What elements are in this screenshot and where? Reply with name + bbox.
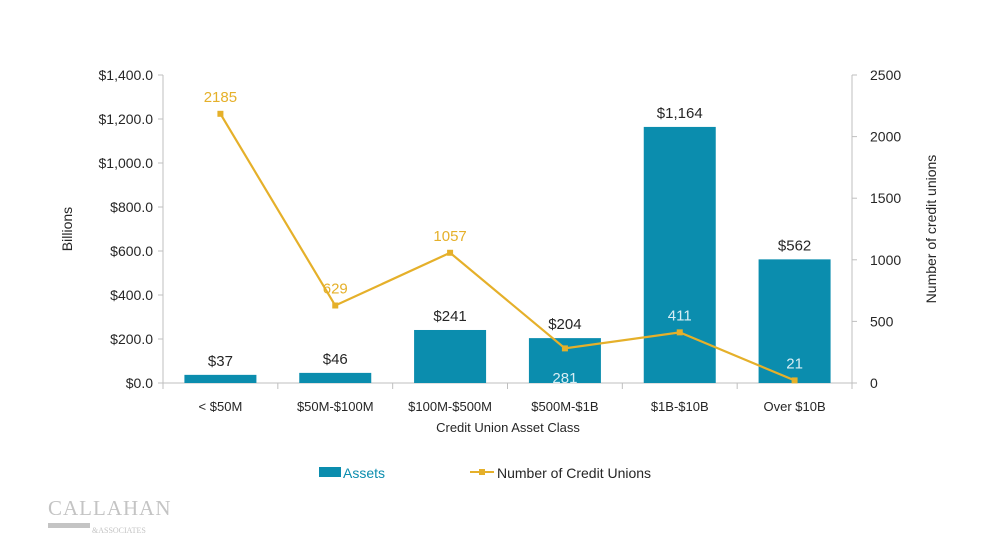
legend-swatch-assets [319, 467, 341, 477]
line-marker [676, 329, 683, 336]
y-tick-label: $1,000.0 [99, 155, 154, 171]
bar-data-label: $37 [208, 353, 233, 370]
bar-data-label: $1,164 [657, 105, 703, 122]
y2-tick-label: 1500 [870, 190, 901, 206]
y-tick-label: $1,200.0 [99, 111, 154, 127]
x-tick-label: $500M-$1B [531, 399, 598, 414]
svg-text:&ASSOCIATES: &ASSOCIATES [92, 526, 146, 535]
x-tick-label: Over $10B [764, 399, 826, 414]
bar-assets [758, 259, 831, 383]
bar-assets [299, 372, 372, 383]
y2-tick-label: 2500 [870, 67, 901, 83]
legend: Assets Number of Credit Unions [319, 465, 651, 481]
svg-text:CALLAHAN: CALLAHAN [48, 496, 172, 520]
line-marker [447, 249, 454, 256]
line-credit-unions [219, 113, 796, 382]
line-marker [217, 110, 224, 117]
bar-data-label: $46 [323, 351, 348, 368]
bar-assets [414, 329, 487, 383]
y-tick-label: $800.0 [110, 199, 153, 215]
line-data-label: 21 [786, 355, 803, 372]
x-tick-label: $100M-$500M [408, 399, 492, 414]
line-data-label: 1057 [433, 228, 466, 245]
line-data-label: 411 [668, 307, 692, 324]
line-data-label: 281 [552, 370, 577, 387]
line-marker [332, 302, 339, 309]
bar-assets [184, 374, 257, 383]
legend-marker-line [479, 469, 485, 475]
y2-tick-label: 500 [870, 313, 894, 329]
y-tick-label: $1,400.0 [99, 67, 154, 83]
line-marker [561, 345, 568, 352]
y-axis-label: Billions [59, 207, 75, 251]
x-tick-label: < $50M [199, 399, 243, 414]
legend-label-assets: Assets [343, 465, 385, 481]
bar-data-label: $204 [548, 316, 581, 333]
x-axis-label: Credit Union Asset Class [436, 420, 580, 435]
y2-tick-label: 1000 [870, 252, 901, 268]
y2-tick-label: 2000 [870, 129, 901, 145]
bar-data-label: $562 [778, 237, 811, 254]
y-tick-label: $400.0 [110, 287, 153, 303]
y-tick-label: $600.0 [110, 243, 153, 259]
y-tick-label: $0.0 [126, 375, 153, 391]
line-data-label: 629 [323, 281, 348, 298]
callahan-logo: CALLAHAN &ASSOCIATES [48, 496, 172, 535]
bar-data-label: $241 [433, 308, 466, 325]
legend-label-credit-unions: Number of Credit Unions [497, 465, 651, 481]
y2-axis-label: Number of credit unions [923, 155, 939, 304]
x-tick-label: $50M-$100M [297, 399, 374, 414]
line-data-label: 2185 [204, 89, 237, 106]
y2-tick-label: 0 [870, 375, 878, 391]
y-tick-label: $200.0 [110, 331, 153, 347]
line-marker [791, 377, 798, 384]
x-tick-label: $1B-$10B [651, 399, 709, 414]
bar-assets [643, 126, 716, 384]
